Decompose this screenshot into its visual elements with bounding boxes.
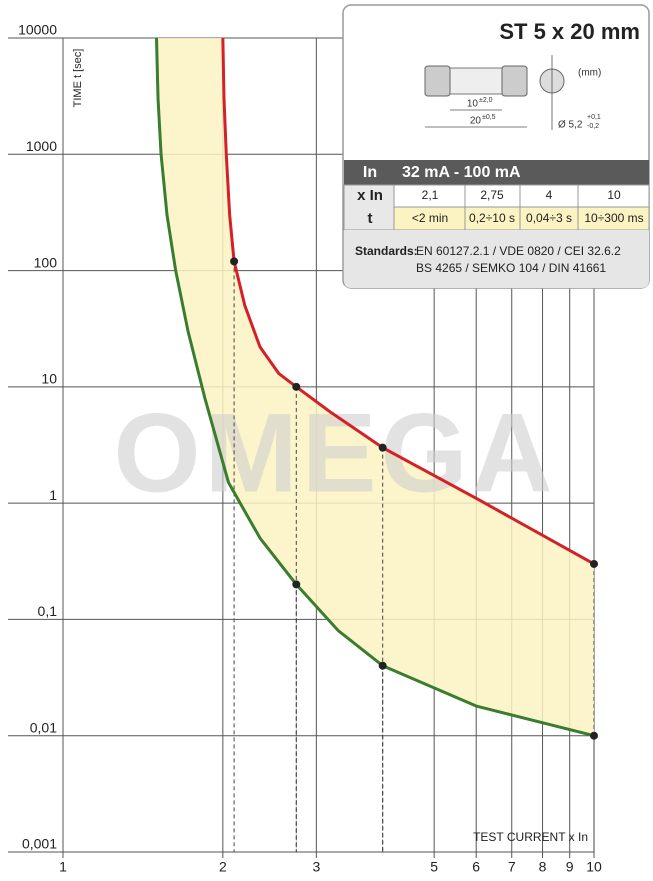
y-tick-label: 10 [41, 371, 57, 387]
y-tick-label: 1000 [26, 138, 57, 154]
dimension-tolerance: ±2,0 [479, 97, 493, 104]
x-axis-label: TEST CURRENT x In [473, 830, 588, 844]
standards-text: EN 60127.2.1 / VDE 0820 / CEI 32.6.2 [416, 244, 621, 258]
diameter-tolerance: -0,2 [587, 123, 599, 130]
curve [155, 37, 595, 738]
dimension-label: 20 [470, 116, 482, 127]
test-point [378, 443, 387, 452]
test-point [378, 661, 387, 670]
fuse-cap [424, 65, 451, 97]
table-row-label: t [368, 210, 373, 227]
diameter-label: Ø 5,2 [558, 120, 583, 131]
x-tick-label: 9 [566, 859, 574, 875]
standards-row [344, 230, 649, 288]
table-header-cell: 32 mA - 100 mA [402, 164, 521, 181]
info-box: ST 5 x 20 mm (mm) 10 ±2,0 20 ±0,5 Ø 5,2 … [342, 4, 650, 289]
test-point [590, 731, 598, 740]
standards-label: Standards: [355, 244, 418, 258]
test-point [590, 559, 598, 568]
info-title: ST 5 x 20 mm [499, 19, 640, 44]
table-cell: 4 [546, 188, 553, 202]
table-cell: <2 min [412, 211, 448, 225]
x-tick-label: 8 [539, 859, 547, 875]
watermark: OMEGA [113, 391, 556, 516]
diameter-tolerance: +0,1 [587, 114, 601, 121]
y-tick-label: 100 [34, 254, 58, 270]
y-tick-label: 0,01 [30, 719, 57, 735]
x-tick-label: 5 [430, 859, 438, 875]
table-row-label: x In [357, 187, 383, 204]
y-axis-label: TIME t [sec] [72, 49, 84, 108]
table-cell: 2,1 [422, 188, 439, 202]
table-cell: 0,04÷3 s [526, 211, 572, 225]
test-point [230, 257, 239, 266]
dimension-label: 10 [467, 99, 479, 110]
x-tick-label: 7 [508, 859, 516, 875]
y-tick-label: 0,001 [22, 836, 57, 852]
x-tick-label: 10 [586, 859, 602, 875]
band-fill [156, 38, 594, 736]
y-tick-label: 0,1 [38, 603, 58, 619]
table-cell: 10 [607, 188, 621, 202]
unit-label: (mm) [578, 68, 601, 79]
x-tick-label: 2 [219, 859, 227, 875]
table: In 32 mA - 100 mA x In 2,1 2,75 4 10 t <2 min 0,2… [357, 164, 644, 227]
test-point [292, 382, 301, 391]
x-tick-label: 1 [59, 859, 67, 875]
y-tick-label: 1 [49, 487, 57, 503]
table-label-col [343, 184, 395, 231]
test-point [292, 580, 301, 589]
standards-text: BS 4265 / SEMKO 104 / DIN 41661 [416, 261, 606, 275]
fuse-cap [501, 65, 528, 97]
table-header-row [344, 160, 649, 185]
table-cell: 0,2÷10 s [469, 211, 515, 225]
dimension-tolerance: ±0,5 [482, 114, 496, 121]
table-cell: 10÷300 ms [584, 211, 643, 225]
y-tick-label: 10000 [18, 22, 57, 38]
table-cell: 2,75 [480, 188, 504, 202]
table-header-cell: In [363, 164, 377, 181]
x-tick-label: 3 [312, 859, 320, 875]
x-tick-label: 6 [472, 859, 480, 875]
